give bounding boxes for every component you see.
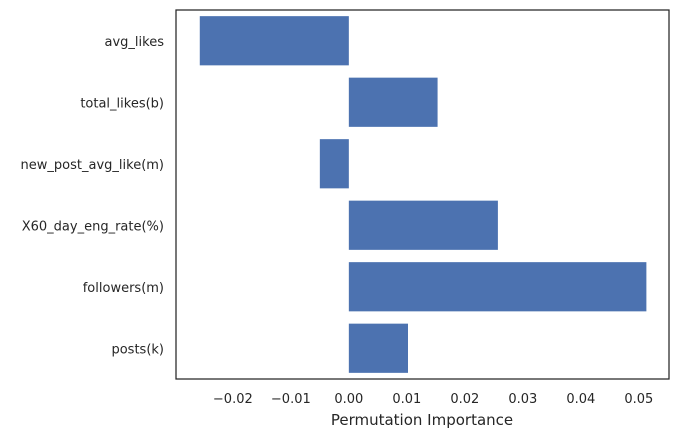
y-tick-label: avg_likes (105, 35, 165, 50)
bar-1 (348, 77, 438, 127)
x-tick-label: 0.01 (392, 392, 421, 407)
x-tick-label: 0.02 (450, 392, 479, 407)
x-tick-label: −0.01 (271, 392, 311, 407)
bar-3 (348, 200, 498, 250)
x-tick-label: −0.02 (213, 392, 253, 407)
bar-5 (348, 323, 408, 373)
x-tick-label: 0.03 (508, 392, 537, 407)
x-tick-label: 0.00 (334, 392, 363, 407)
bar-4 (348, 262, 647, 312)
x-tick-label: 0.04 (566, 392, 595, 407)
bar-0 (199, 16, 349, 66)
y-tick-label: new_post_avg_like(m) (21, 158, 164, 173)
y-tick-label: posts(k) (111, 342, 164, 357)
y-tick-label: total_likes(b) (80, 96, 164, 111)
bar-2 (319, 139, 349, 189)
y-tick-label: X60_day_eng_rate(%) (22, 219, 164, 234)
x-tick-label: 0.05 (624, 392, 653, 407)
x-axis-label: Permutation Importance (331, 411, 513, 429)
y-tick-label: followers(m) (83, 281, 164, 296)
plot-area-frame (175, 9, 670, 380)
